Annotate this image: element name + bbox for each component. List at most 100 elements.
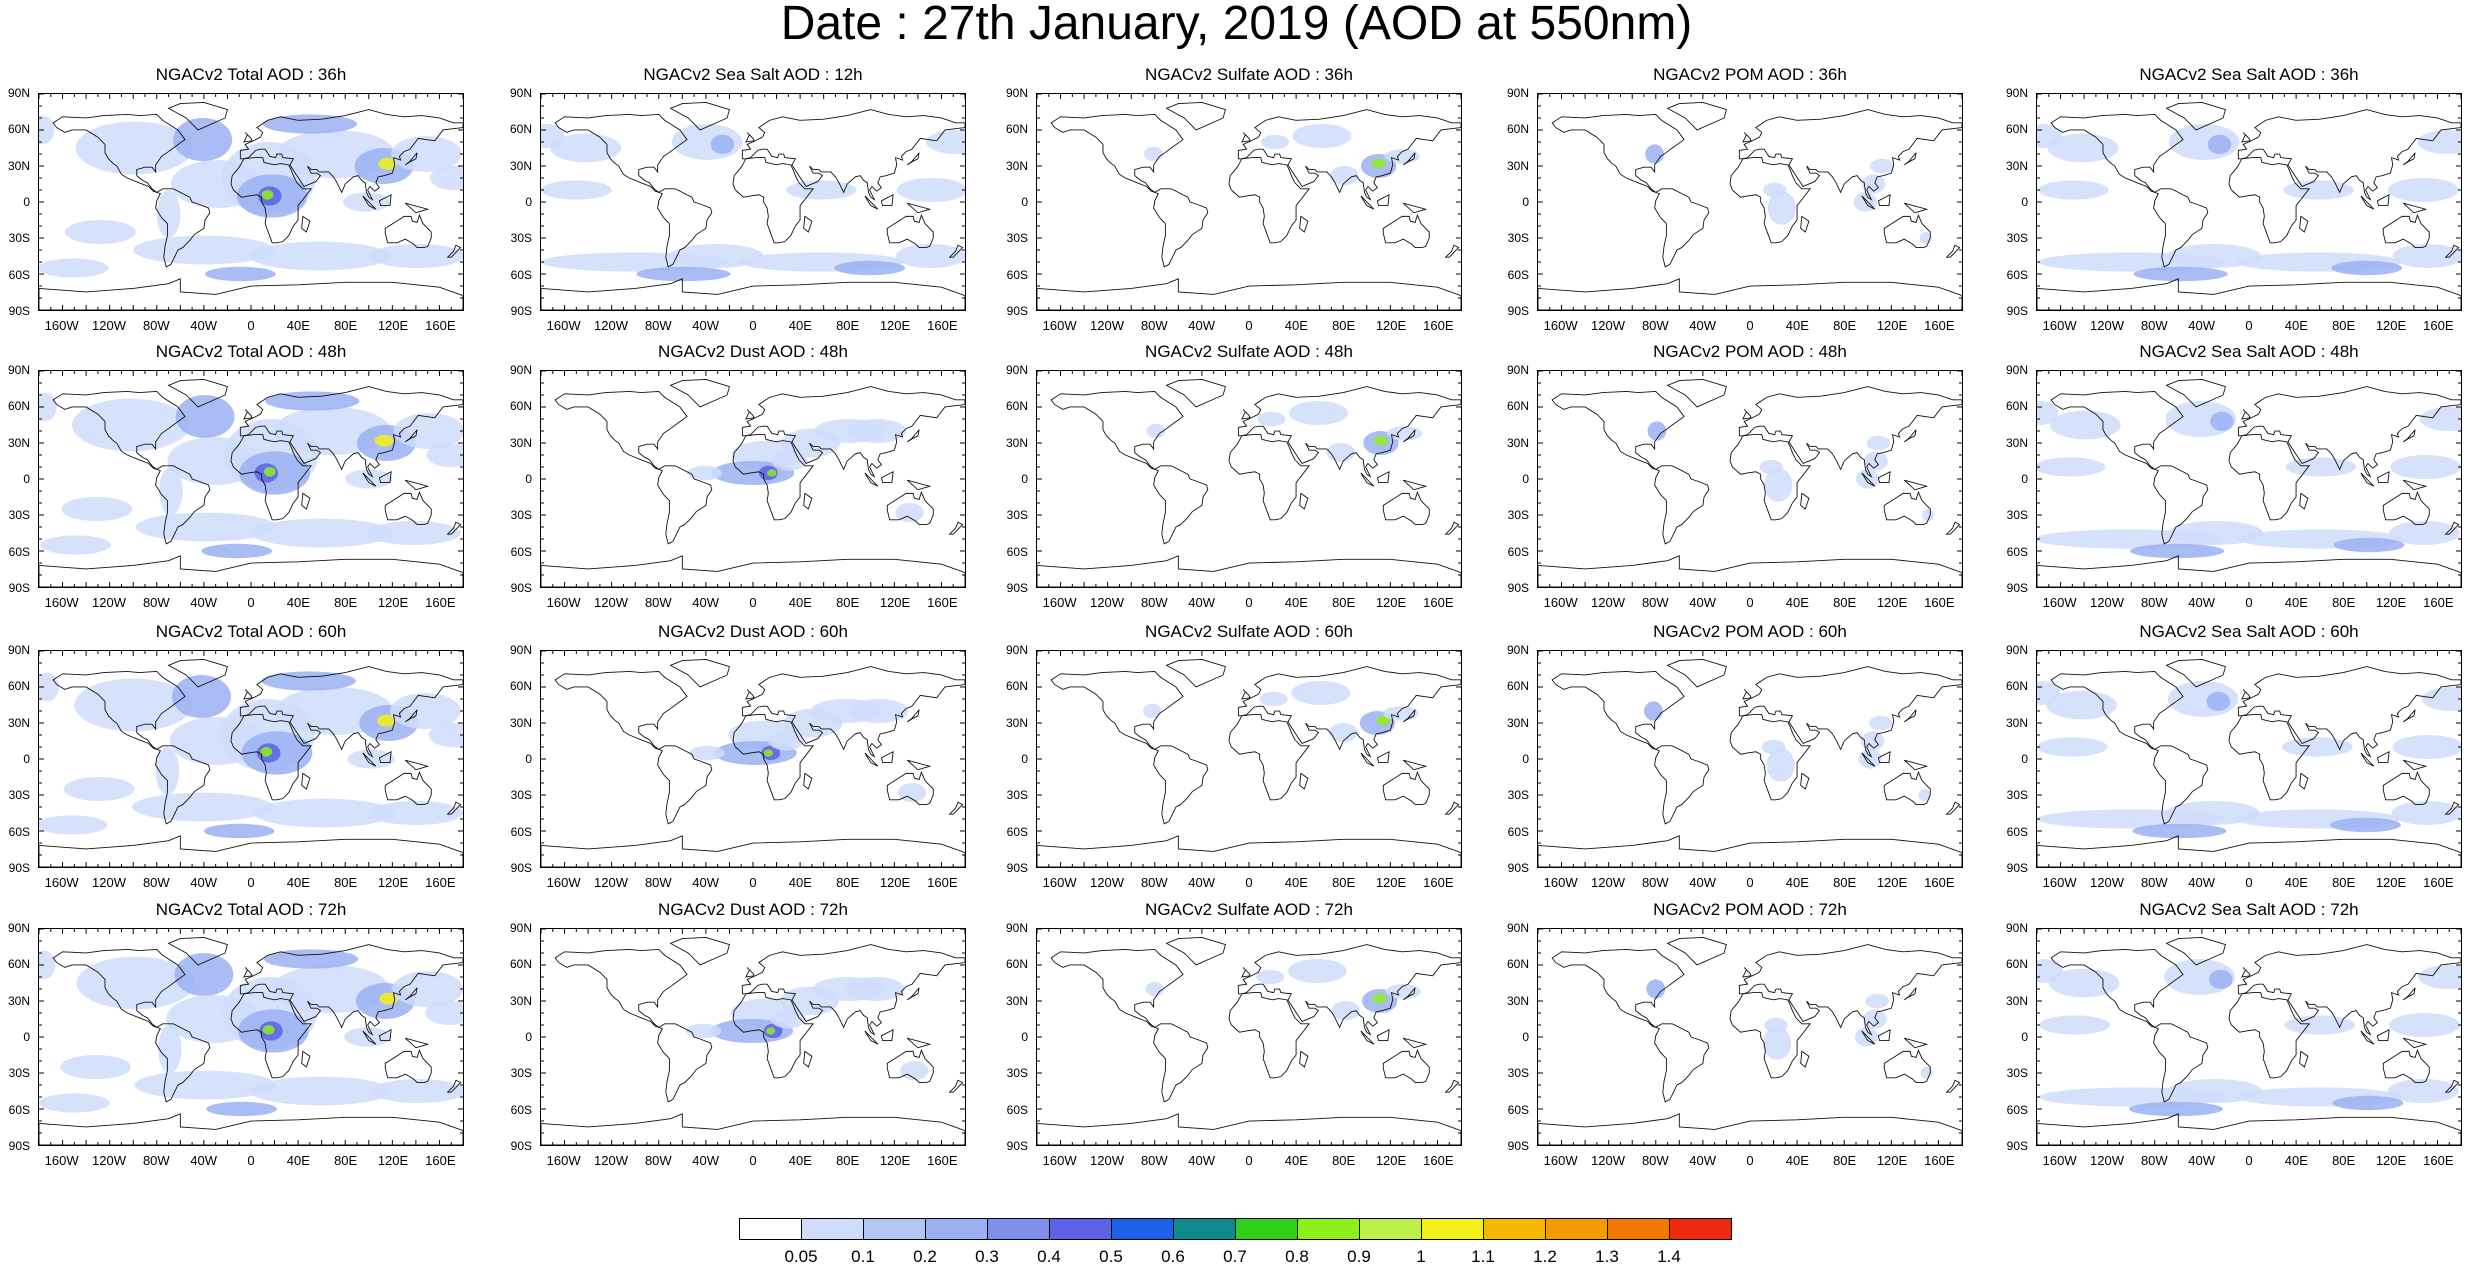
aerosol-field — [157, 1025, 182, 1073]
aerosol-field — [689, 745, 725, 761]
coastline — [155, 188, 211, 268]
longitude-label: 0 — [247, 1153, 255, 1168]
aerosol-field — [206, 1101, 277, 1117]
latitude-label: 30S — [1006, 231, 1028, 246]
coastline — [906, 759, 932, 771]
aerosol-field — [39, 115, 55, 145]
latitude-label: 60S — [510, 824, 532, 839]
world-map — [1036, 93, 1462, 311]
longitude-label: 160E — [927, 1153, 958, 1168]
coastline — [2165, 378, 2226, 408]
coastline — [384, 213, 432, 249]
coastline — [1861, 1030, 1876, 1045]
longitude-label: 160E — [927, 595, 958, 610]
longitude-label: 80W — [142, 595, 170, 610]
coastline — [541, 278, 965, 310]
coastline — [1654, 465, 1710, 545]
coastline — [243, 689, 253, 700]
aerosol-field — [173, 118, 233, 162]
longitude-label: 160E — [1423, 1153, 1454, 1168]
aerosol-field — [2166, 244, 2261, 268]
longitude-label: 120W — [92, 595, 126, 610]
coastline — [1228, 157, 1311, 244]
coastline — [886, 490, 934, 526]
latitude-label: 30S — [2006, 508, 2028, 523]
longitude-label: 40W — [1188, 1153, 1216, 1168]
latitude-label: 60N — [1506, 399, 1529, 414]
longitude-label: 120W — [1090, 875, 1124, 890]
longitude-label: 160W — [1543, 1153, 1578, 1168]
longitude-label: 120W — [92, 318, 126, 333]
panel-title: NGACv2 Total AOD : 36h — [155, 65, 347, 84]
coastline — [1729, 434, 1812, 521]
aerosol-field — [2048, 968, 2120, 998]
longitude-label: 160W — [2042, 1153, 2077, 1168]
coastline — [1903, 202, 1929, 214]
coastline — [906, 987, 920, 1001]
coastline — [1402, 479, 1428, 491]
longitude-label: 160W — [546, 595, 581, 610]
coastline — [1738, 944, 1962, 1036]
world-map — [1036, 928, 1462, 1146]
longitude-label: 160E — [1924, 595, 1955, 610]
panel-title: NGACv2 POM AOD : 48h — [1653, 342, 1847, 361]
longitude-label: 40E — [1785, 595, 1809, 610]
longitude-label: 80E — [334, 318, 358, 333]
coastline — [745, 409, 755, 420]
coastline — [948, 801, 964, 815]
longitude-label: 40E — [2284, 1153, 2308, 1168]
aerosol-field — [1287, 959, 1347, 983]
coastline — [1444, 801, 1460, 815]
aerosol-field — [1331, 1001, 1360, 1021]
aerosol-field — [251, 518, 393, 548]
longitude-label: 80E — [1833, 595, 1857, 610]
coastline — [2241, 132, 2251, 143]
longitude-label: 0 — [1746, 875, 1754, 890]
latitude-label: 30S — [1006, 508, 1028, 523]
aerosol-field — [1764, 468, 1793, 502]
latitude-label: 30S — [2006, 1066, 2028, 1081]
longitude-label: 80E — [2332, 1153, 2356, 1168]
latitude-label: 0 — [23, 1030, 30, 1044]
longitude-label: 120E — [879, 318, 911, 333]
latitude-label: 30S — [1507, 508, 1529, 523]
aerosol-field — [172, 675, 231, 719]
coastline — [39, 835, 463, 867]
aerosol-field — [203, 823, 275, 839]
aerosol-field — [926, 130, 965, 154]
aerosol-field — [2128, 1101, 2224, 1117]
coastline — [1903, 759, 1929, 771]
latitude-label: 30S — [510, 231, 532, 246]
longitude-label: 80W — [2140, 875, 2168, 890]
aerosol-field — [132, 792, 274, 822]
longitude-label: 40W — [2188, 1153, 2216, 1168]
longitude-label: 120E — [1375, 318, 1407, 333]
colorbar-swatch — [863, 1218, 926, 1240]
aerosol-field — [1866, 435, 1891, 451]
aerosol-field — [265, 391, 360, 411]
coastline — [1237, 109, 1461, 201]
longitude-label: 120E — [2375, 595, 2407, 610]
latitude-label: 60S — [2006, 824, 2028, 839]
coastline — [1738, 386, 1962, 478]
colorbar-swatch — [1545, 1218, 1608, 1240]
coastline — [404, 429, 418, 443]
latitude-label: 90N — [1506, 921, 1529, 935]
coastline — [2241, 409, 2251, 420]
map-panel: NGACv2 POM AOD : 48h 90N 60N 30N 0 30S 60S 90S 1… — [1499, 342, 1975, 618]
latitude-label: 60N — [2005, 679, 2028, 694]
aerosol-field — [1259, 691, 1288, 707]
map-panel: NGACv2 Sea Salt AOD : 72h 90N 60N 30N 0 30S 60… — [1998, 900, 2473, 1176]
latitude-label: 90S — [8, 581, 30, 595]
colorbar-label: 1 — [1416, 1247, 1426, 1266]
coastline — [404, 1037, 430, 1049]
aerosol-field — [39, 1093, 110, 1113]
coastline — [948, 521, 964, 535]
coastline — [906, 709, 920, 723]
latitude-label: 60N — [1005, 679, 1028, 694]
aerosol-field — [2330, 817, 2401, 833]
longitude-label: 40E — [2284, 318, 2308, 333]
longitude-label: 80E — [1833, 318, 1857, 333]
coastline — [1050, 113, 1184, 193]
latitude-label: 0 — [1021, 752, 1028, 766]
